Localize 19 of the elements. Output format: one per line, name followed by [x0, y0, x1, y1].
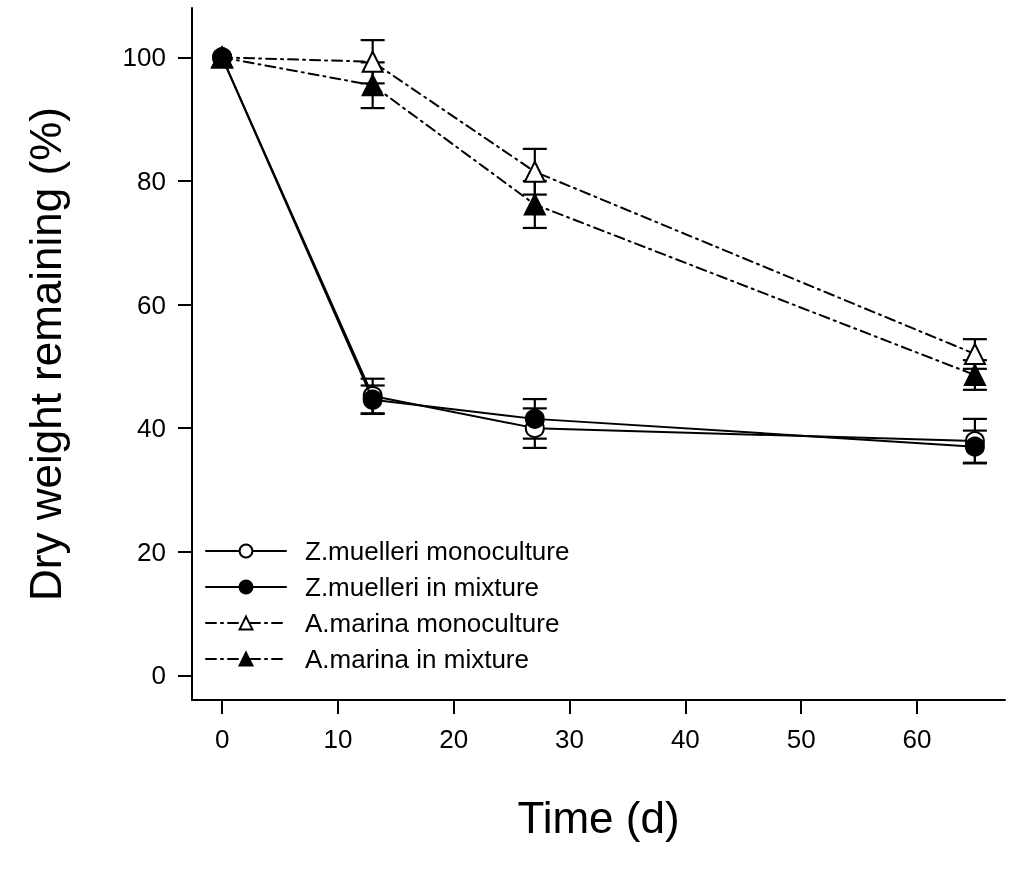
- y-tick-label: 100: [122, 42, 166, 73]
- y-tick-label: 80: [137, 166, 166, 196]
- x-tick-label: 50: [786, 724, 816, 754]
- x-tick-label: 60: [902, 724, 932, 754]
- legend-label: A.marina monoculture: [305, 608, 560, 638]
- x-tick-label: 10: [323, 724, 353, 754]
- y-tick-label: 40: [137, 413, 166, 444]
- x-tick-label: 20: [439, 724, 469, 754]
- x-tick-label: 0: [214, 724, 230, 754]
- y-tick-label: 60: [137, 289, 166, 320]
- x-tick-label: 40: [670, 724, 700, 754]
- legend-label: Z.muelleri in mixture: [305, 572, 540, 602]
- y-axis-title: Dry weight remaining (%): [20, 107, 70, 601]
- legend-label: A.marina in mixture: [305, 644, 529, 674]
- y-tick-label: 20: [137, 536, 166, 567]
- x-tick-label: 30: [555, 724, 585, 754]
- y-tick-label: 0: [151, 660, 166, 691]
- legend-label: Z.muelleri monoculture: [305, 536, 570, 566]
- x-axis-title: Time (d): [517, 792, 680, 842]
